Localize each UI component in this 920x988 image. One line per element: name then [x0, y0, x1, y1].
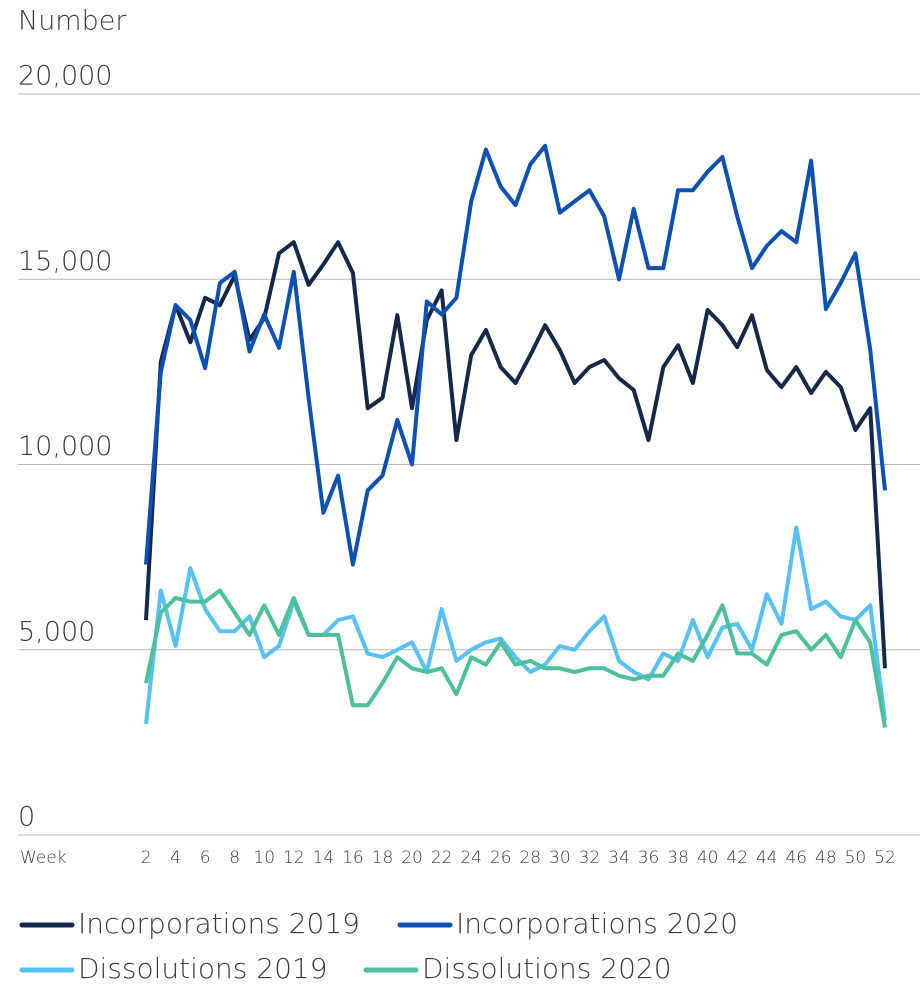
x-tick-label: 26	[490, 848, 512, 868]
x-tick-label: 38	[667, 848, 689, 868]
series-line	[144, 588, 887, 728]
x-tick-label: 34	[608, 848, 630, 868]
series-line	[144, 525, 887, 725]
x-tick-label: 10	[253, 848, 275, 868]
x-tick-label: 28	[519, 848, 541, 868]
series-line	[144, 240, 887, 669]
legend-label: Dissolutions 2020	[422, 952, 672, 985]
x-tick-label: 40	[697, 848, 719, 868]
x-tick-label: 22	[431, 848, 453, 868]
x-tick-label: 8	[229, 848, 240, 868]
x-tick-label: 32	[579, 848, 601, 868]
x-tick-label: 50	[845, 848, 867, 868]
x-tick-label: 52	[874, 848, 896, 868]
x-tick-label: 4	[170, 848, 181, 868]
y-axis-label: Number	[18, 6, 127, 37]
x-tick-label: 14	[313, 848, 335, 868]
x-tick-label: 48	[815, 848, 837, 868]
x-tick-label: 12	[283, 848, 305, 868]
x-axis-label: Week	[20, 848, 67, 868]
x-tick-label: 42	[726, 848, 748, 868]
x-tick-label: 24	[460, 848, 482, 868]
y-tick-label: 5,000	[18, 616, 95, 647]
legend-label: Incorporations 2020	[456, 907, 738, 940]
x-tick-label: 30	[549, 848, 571, 868]
x-tick-label: 18	[372, 848, 394, 868]
y-tick-label: 10,000	[18, 431, 112, 462]
legend-label: Dissolutions 2019	[78, 952, 328, 985]
x-tick-label: 6	[200, 848, 211, 868]
legend-label: Incorporations 2019	[78, 907, 360, 940]
x-tick-label: 44	[756, 848, 778, 868]
x-tick-label: 36	[638, 848, 660, 868]
y-tick-label: 20,000	[18, 61, 112, 92]
y-tick-label: 15,000	[18, 246, 112, 277]
series-line	[144, 143, 887, 567]
x-tick-label: 2	[141, 848, 152, 868]
x-tick-label: 46	[785, 848, 807, 868]
x-tick-label: 20	[401, 848, 423, 868]
x-tick-label: 16	[342, 848, 364, 868]
y-tick-label: 0	[18, 802, 35, 833]
